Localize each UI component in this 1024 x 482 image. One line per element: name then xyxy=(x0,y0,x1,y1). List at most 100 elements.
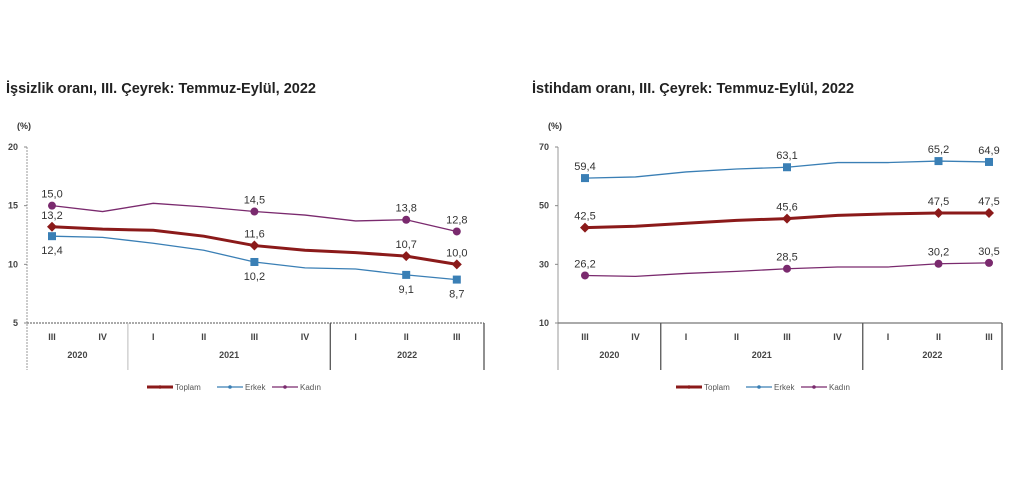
y-tick-label: 30 xyxy=(539,259,549,269)
data-label: 30,5 xyxy=(978,246,999,258)
data-point-kadin xyxy=(402,215,411,224)
data-label: 8,7 xyxy=(449,289,464,301)
data-label: 45,6 xyxy=(776,202,797,214)
data-label: 63,1 xyxy=(776,150,797,162)
y-tick-label: 70 xyxy=(539,142,549,152)
data-label: 42,5 xyxy=(574,211,595,223)
y-axis-unit: (%) xyxy=(548,121,562,131)
data-point-erkek xyxy=(783,163,791,172)
data-point-erkek xyxy=(452,275,461,284)
data-point-erkek xyxy=(934,157,943,166)
data-point-kadin xyxy=(250,207,259,216)
legend-item: Erkek xyxy=(217,383,266,392)
data-point-kadin xyxy=(581,271,589,280)
data-label: 15,0 xyxy=(41,189,62,201)
x-tick-label: IV xyxy=(301,332,310,342)
data-label: 10,0 xyxy=(446,247,467,259)
year-label: 2021 xyxy=(219,350,239,360)
data-point-toplam xyxy=(984,208,994,218)
data-label: 28,5 xyxy=(776,252,797,264)
data-label: 12,4 xyxy=(41,245,62,257)
data-point-kadin xyxy=(934,259,943,268)
y-tick-label: 10 xyxy=(8,259,18,269)
data-label: 9,1 xyxy=(399,284,414,296)
y-axis-unit: (%) xyxy=(17,121,31,131)
data-label: 10,2 xyxy=(244,271,265,283)
data-point-erkek xyxy=(581,174,589,183)
year-label: 2022 xyxy=(397,350,417,360)
legend-label: Kadın xyxy=(829,383,850,392)
data-label: 64,9 xyxy=(978,145,999,157)
x-tick-label: III xyxy=(251,332,259,342)
data-point-kadin xyxy=(985,258,993,267)
x-tick-label: III xyxy=(581,332,589,342)
legend-marker xyxy=(158,385,162,389)
x-tick-label: I xyxy=(887,332,890,342)
data-label: 12,8 xyxy=(446,214,467,226)
x-tick-label: II xyxy=(936,332,941,342)
x-tick-label: IV xyxy=(833,332,842,342)
data-point-toplam xyxy=(451,259,462,270)
data-point-toplam xyxy=(782,213,792,224)
data-point-toplam xyxy=(47,221,57,232)
data-label: 13,8 xyxy=(395,203,416,215)
legend-label: Erkek xyxy=(774,383,795,392)
legend-item: Toplam xyxy=(147,383,201,392)
chart-title: İşsizlik oranı, III. Çeyrek: Temmuz-Eylü… xyxy=(6,80,316,97)
legend-marker xyxy=(228,385,232,389)
legend-marker xyxy=(757,385,761,389)
data-label: 10,7 xyxy=(395,239,416,251)
data-point-toplam xyxy=(933,208,944,218)
year-label: 2021 xyxy=(752,350,772,360)
data-label: 14,5 xyxy=(244,195,265,207)
year-label: 2020 xyxy=(67,350,87,360)
x-tick-label: I xyxy=(152,332,155,342)
data-label: 59,4 xyxy=(574,161,595,173)
legend-item: Erkek xyxy=(746,383,795,392)
legend-label: Toplam xyxy=(175,383,201,392)
x-tick-label: II xyxy=(734,332,739,342)
y-tick-label: 50 xyxy=(539,201,549,211)
x-tick-label: IV xyxy=(98,332,107,342)
data-label: 11,6 xyxy=(244,229,265,241)
data-point-toplam xyxy=(580,222,590,233)
legend-label: Toplam xyxy=(704,383,730,392)
legend-item: Kadın xyxy=(801,383,850,392)
x-tick-label: III xyxy=(783,332,791,342)
x-tick-label: I xyxy=(354,332,357,342)
legend-item: Kadın xyxy=(272,383,321,392)
data-label: 65,2 xyxy=(928,144,949,156)
x-tick-label: IV xyxy=(631,332,640,342)
x-tick-label: III xyxy=(985,332,993,342)
x-tick-label: III xyxy=(48,332,56,342)
y-tick-label: 10 xyxy=(539,318,549,328)
x-tick-label: III xyxy=(453,332,461,342)
data-label: 47,5 xyxy=(978,196,999,208)
x-tick-label: II xyxy=(201,332,206,342)
x-tick-label: II xyxy=(404,332,409,342)
chart-title: İstihdam oranı, III. Çeyrek: Temmuz-Eylü… xyxy=(532,80,854,97)
legend-label: Kadın xyxy=(300,383,321,392)
data-point-kadin xyxy=(452,227,461,236)
legend-marker xyxy=(687,385,691,389)
data-label: 30,2 xyxy=(928,247,949,259)
data-label: 13,2 xyxy=(41,210,62,222)
y-tick-label: 15 xyxy=(8,201,18,211)
year-label: 2022 xyxy=(922,350,942,360)
data-point-erkek xyxy=(48,232,56,241)
y-tick-label: 5 xyxy=(13,318,18,328)
data-point-toplam xyxy=(401,251,412,262)
data-point-kadin xyxy=(783,264,791,273)
y-tick-label: 20 xyxy=(8,142,18,152)
data-point-erkek xyxy=(250,257,259,266)
legend-label: Erkek xyxy=(245,383,266,392)
data-label: 26,2 xyxy=(574,258,595,270)
employment-chart: İstihdam oranı, III. Çeyrek: Temmuz-Eylü… xyxy=(532,80,1003,392)
data-point-kadin xyxy=(48,201,56,210)
data-point-erkek xyxy=(985,157,993,166)
unemployment-chart: İşsizlik oranı, III. Çeyrek: Temmuz-Eylü… xyxy=(6,80,485,392)
data-point-erkek xyxy=(402,270,411,279)
x-tick-label: I xyxy=(685,332,688,342)
year-label: 2020 xyxy=(599,350,619,360)
